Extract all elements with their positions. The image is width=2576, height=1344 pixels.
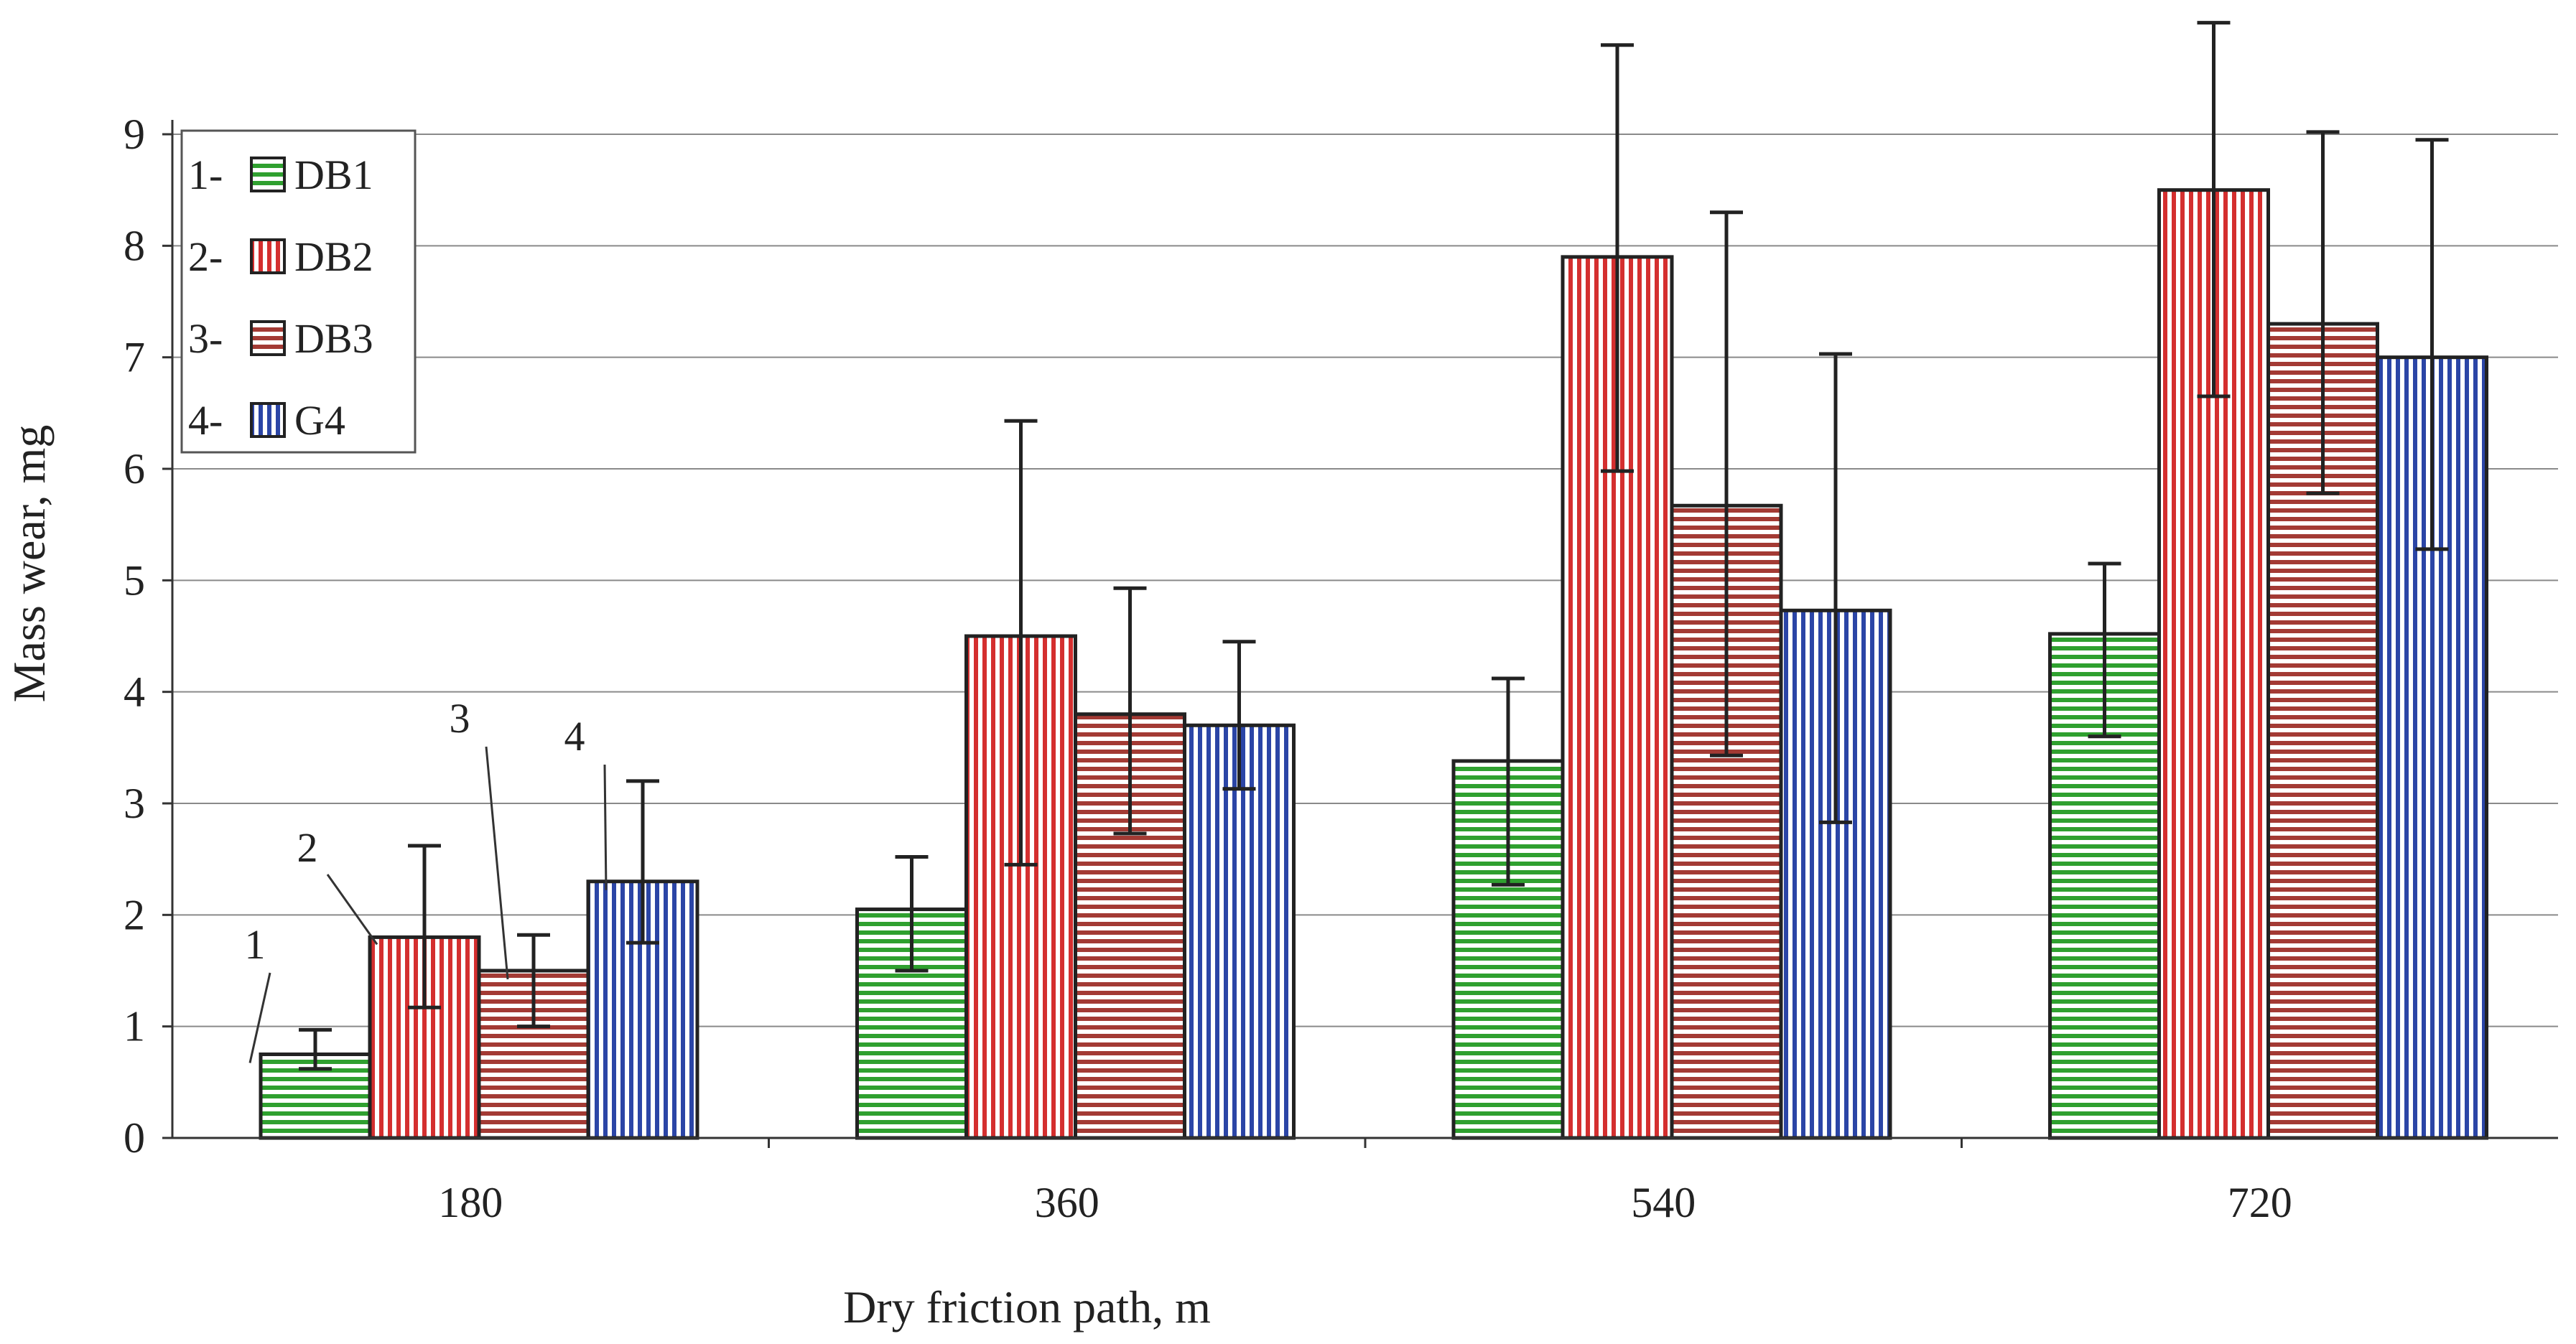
bar-g4-540 bbox=[1779, 608, 1892, 1140]
callout-label: 3 bbox=[450, 695, 470, 742]
callout-leader-line bbox=[248, 972, 271, 1063]
x-tick-label: 540 bbox=[1631, 1179, 1696, 1226]
x-axis-title: Dry friction path, m bbox=[843, 1282, 1211, 1333]
legend-box bbox=[180, 129, 417, 454]
y-tick-label: 8 bbox=[124, 222, 145, 269]
legend-label-db3: DB3 bbox=[294, 315, 373, 362]
legend-label-g4: G4 bbox=[294, 397, 345, 444]
x-tick-label: 360 bbox=[1035, 1179, 1099, 1226]
legend-swatch-g4 bbox=[250, 402, 286, 438]
callouts-layer: 1 2 3 4 bbox=[245, 695, 608, 1063]
legend-swatch-db1 bbox=[250, 157, 286, 192]
y-tick-label: 1 bbox=[124, 1003, 145, 1050]
callout-label: 2 bbox=[297, 824, 318, 871]
y-tick-label: 0 bbox=[124, 1114, 145, 1162]
y-tick-label: 7 bbox=[124, 334, 145, 381]
legend-label-db2: DB2 bbox=[294, 233, 373, 280]
bar-g4-360 bbox=[1183, 723, 1296, 1140]
legend-number: 4- bbox=[188, 397, 223, 444]
y-tick-label: 2 bbox=[124, 891, 145, 938]
callout-label: 4 bbox=[564, 713, 585, 760]
legend-swatch-db2 bbox=[250, 238, 286, 274]
legend: 1- DB1 2- DB2 3- DB3 4- G4 bbox=[180, 129, 417, 454]
x-tick-label: 180 bbox=[438, 1179, 503, 1226]
y-tick-label: 3 bbox=[124, 780, 145, 827]
y-tick-label: 9 bbox=[124, 111, 145, 158]
callout-leader-line bbox=[485, 746, 509, 980]
bars-layer bbox=[259, 188, 2488, 1140]
callout-leader-line bbox=[326, 874, 378, 946]
grid-layer bbox=[172, 134, 2558, 1027]
legend-number: 1- bbox=[188, 151, 223, 198]
legend-label-db1: DB1 bbox=[294, 151, 373, 198]
y-axis-title: Mass wear, mg bbox=[4, 425, 55, 703]
y-tick-label: 6 bbox=[124, 445, 145, 493]
legend-number: 2- bbox=[188, 233, 223, 280]
error-bars-layer bbox=[299, 21, 2449, 1071]
callout-label: 1 bbox=[245, 921, 266, 968]
legend-number: 3- bbox=[188, 315, 223, 362]
callout-leader-line bbox=[603, 764, 608, 890]
y-tick-label: 5 bbox=[124, 556, 145, 604]
y-tick-label: 4 bbox=[124, 668, 145, 716]
axes-layer: 0 1 2 3 4 5 6 7 8 9 180 360 540 720 bbox=[124, 111, 2558, 1226]
legend-swatch-db3 bbox=[250, 320, 286, 356]
x-tick-label: 720 bbox=[2228, 1179, 2292, 1226]
